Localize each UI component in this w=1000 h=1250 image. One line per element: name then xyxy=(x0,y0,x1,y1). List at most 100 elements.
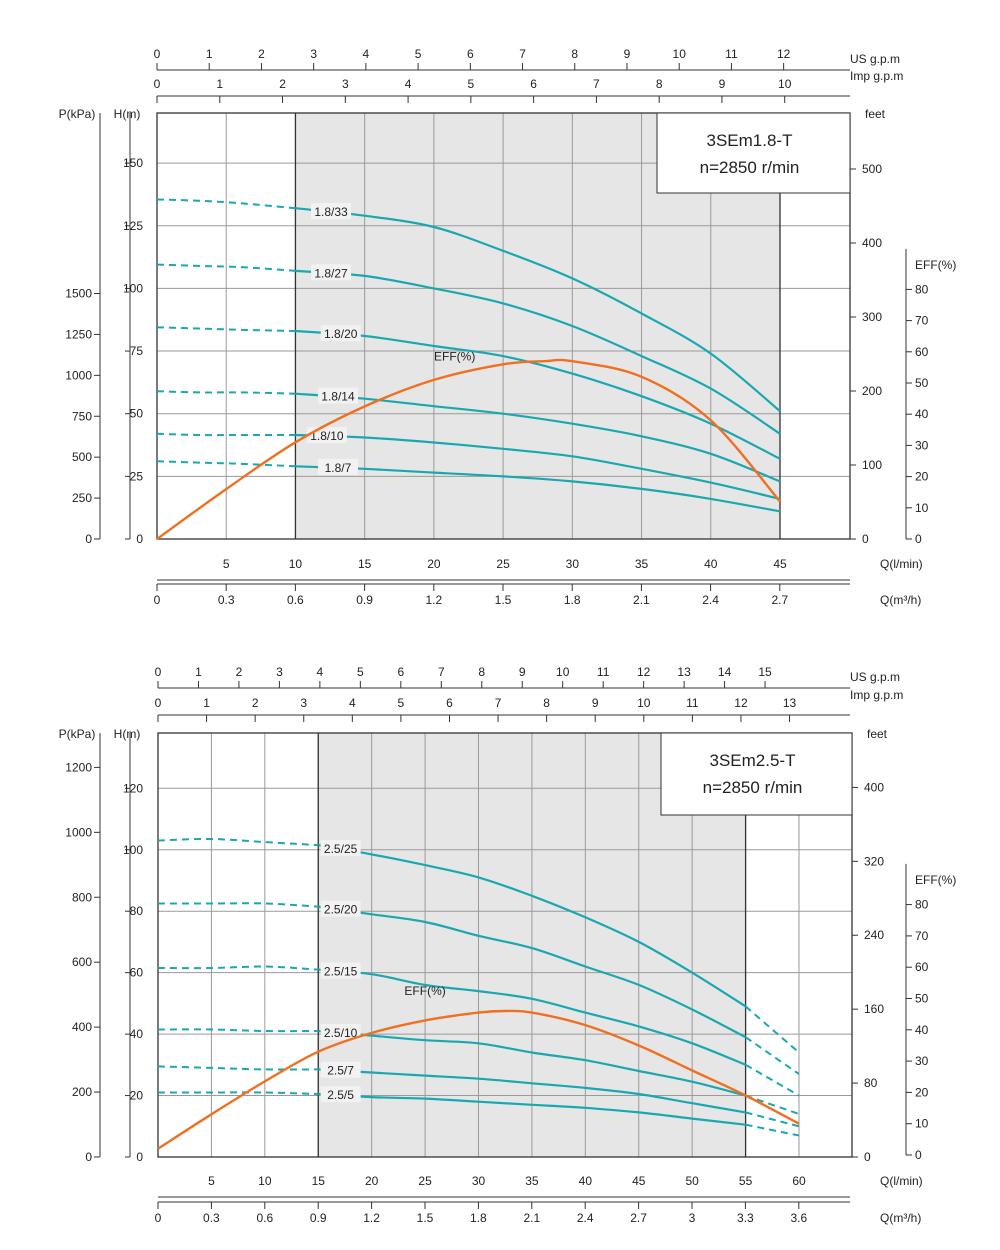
pressure-tick-label: 400 xyxy=(72,1020,92,1034)
us-gpm-tick-label: 14 xyxy=(718,665,732,679)
us-gpm-tick-label: 9 xyxy=(624,47,631,61)
curve-label: 1.8/20 xyxy=(324,327,358,341)
curve-label: 1.8/33 xyxy=(314,205,348,219)
q-m3h-axis-label: Q(m³/h) xyxy=(880,593,921,607)
q-m3h-tick-label: 0.6 xyxy=(287,593,304,607)
efficiency-curve-label: EFF(%) xyxy=(404,984,445,998)
head-axis-label: H(m) xyxy=(114,107,141,121)
curve-label: 2.5/15 xyxy=(324,964,358,978)
pressure-tick-label: 750 xyxy=(72,409,92,423)
us-gpm-tick-label: 12 xyxy=(777,47,791,61)
head-curve-dashed xyxy=(157,1091,319,1095)
eff-tick-label: 80 xyxy=(915,282,929,296)
head-curve xyxy=(295,329,781,460)
eff-tick-label: 20 xyxy=(915,470,929,484)
us-gpm-tick-label: 7 xyxy=(519,47,526,61)
efficiency-curve xyxy=(157,1009,800,1150)
q-lmin-tick-label: 20 xyxy=(365,1174,379,1188)
q-m3h-tick-label: 2.1 xyxy=(633,593,650,607)
imp-gpm-tick-label: 2 xyxy=(252,696,259,710)
imp-gpm-tick-label: 1 xyxy=(216,77,223,91)
us-gpm-tick-label: 10 xyxy=(556,665,570,679)
head-curve-dashed xyxy=(156,198,296,210)
head-curve-dashed xyxy=(157,837,319,847)
q-m3h-tick-label: 0 xyxy=(155,1211,162,1225)
head-axis-label: H(m) xyxy=(114,727,141,741)
us-gpm-tick-label: 5 xyxy=(357,665,364,679)
imp-gpm-tick-label: 0 xyxy=(155,696,162,710)
eff-tick-label: 10 xyxy=(915,501,929,515)
eff-tick-label: 0 xyxy=(915,1148,922,1162)
feet-tick-label: 0 xyxy=(864,1150,871,1164)
imp-gpm-tick-label: 13 xyxy=(783,696,797,710)
pressure-tick-label: 1200 xyxy=(65,760,92,774)
pressure-tick-label: 600 xyxy=(72,955,92,969)
us-gpm-tick-label: 11 xyxy=(597,665,610,679)
eff-tick-label: 70 xyxy=(915,929,929,943)
q-m3h-tick-label: 1.8 xyxy=(470,1211,487,1225)
chart-subtitle: n=2850 r/min xyxy=(703,778,803,797)
q-lmin-tick-label: 40 xyxy=(579,1174,593,1188)
q-lmin-tick-label: 20 xyxy=(427,557,441,571)
us-gpm-tick-label: 0 xyxy=(155,665,162,679)
chart-1: 3SEm1.8-Tn=2850 r/minH(m)025507510012515… xyxy=(59,47,957,607)
imp-gpm-tick-label: 3 xyxy=(300,696,307,710)
q-m3h-tick-label: 2.7 xyxy=(630,1211,647,1225)
q-lmin-tick-label: 45 xyxy=(773,557,787,571)
imp-gpm-tick-label: 7 xyxy=(593,77,600,91)
q-lmin-tick-label: 60 xyxy=(792,1174,806,1188)
pressure-tick-label: 1000 xyxy=(65,825,92,839)
feet-tick-label: 500 xyxy=(862,162,882,176)
us-gpm-tick-label: 7 xyxy=(438,665,445,679)
eff-axis-label: EFF(%) xyxy=(915,258,956,272)
imp-gpm-tick-label: 10 xyxy=(637,696,651,710)
head-tick-label: 0 xyxy=(136,1150,143,1164)
us-gpm-tick-label: 11 xyxy=(725,47,738,61)
eff-tick-label: 30 xyxy=(915,438,929,452)
curve-label: 2.5/25 xyxy=(324,842,358,856)
head-curve xyxy=(295,269,781,435)
curve-label-bg xyxy=(320,325,361,342)
pressure-tick-label: 1000 xyxy=(65,368,92,382)
us-gpm-tick-label: 12 xyxy=(637,665,651,679)
q-lmin-tick-label: 15 xyxy=(358,557,372,571)
q-lmin-axis-label: Q(l/min) xyxy=(880,1174,923,1188)
feet-tick-label: 160 xyxy=(864,1002,884,1016)
q-m3h-tick-label: 3 xyxy=(689,1211,696,1225)
curve-label: 1.8/27 xyxy=(314,266,348,280)
eff-tick-label: 50 xyxy=(915,376,929,390)
us-gpm-tick-label: 9 xyxy=(519,665,526,679)
q-lmin-tick-label: 10 xyxy=(258,1174,272,1188)
chart-title: 3SEm2.5-T xyxy=(710,751,796,770)
pressure-tick-label: 250 xyxy=(72,491,92,505)
curve-label-bg xyxy=(320,1023,361,1040)
head-tick-label: 100 xyxy=(123,281,143,295)
plot-frame xyxy=(156,112,851,540)
curve-label-bg xyxy=(311,202,352,219)
curve-label-bg xyxy=(317,458,358,475)
head-curve-dashed-tail xyxy=(744,1005,800,1054)
curve-label-bg xyxy=(320,839,361,856)
us-gpm-tick-label: 1 xyxy=(206,47,213,61)
q-lmin-tick-label: 30 xyxy=(566,557,580,571)
curve-label-bg xyxy=(320,962,361,979)
curve-label-bg xyxy=(320,1061,361,1078)
pressure-axis-label: P(kPa) xyxy=(59,107,96,121)
head-curve xyxy=(318,968,747,1066)
pressure-tick-label: 0 xyxy=(85,1150,92,1164)
head-curve xyxy=(295,207,781,413)
curve-label: 2.5/7 xyxy=(327,1064,354,1078)
pressure-tick-label: 500 xyxy=(72,450,92,464)
curve-label: 2.5/10 xyxy=(324,1026,358,1040)
pressure-axis-label: P(kPa) xyxy=(59,727,96,741)
us-gpm-tick-label: 8 xyxy=(571,47,578,61)
feet-tick-label: 80 xyxy=(864,1076,878,1090)
curve-label: 2.5/5 xyxy=(327,1088,354,1102)
q-m3h-tick-label: 2.4 xyxy=(577,1211,594,1225)
imp-gpm-tick-label: 9 xyxy=(719,77,726,91)
eff-tick-label: 20 xyxy=(915,1085,929,1099)
title-box xyxy=(656,112,851,194)
feet-tick-label: 320 xyxy=(864,854,884,868)
feet-axis-label: feet xyxy=(865,107,886,121)
